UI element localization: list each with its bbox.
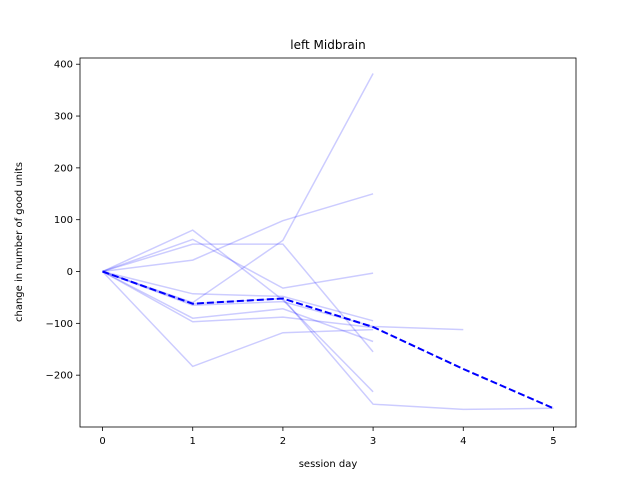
- series-line-3: [102, 193, 374, 273]
- x-tick-label: 5: [550, 436, 556, 447]
- y-tick-label: 100: [54, 215, 73, 226]
- y-axis-ticks: −200 −100 0 100 200 300 400: [46, 60, 80, 382]
- series-line-1: [102, 229, 374, 393]
- x-tick-label: 2: [280, 436, 286, 447]
- y-tick-label: 400: [54, 60, 73, 71]
- y-tick-label: 300: [54, 112, 73, 123]
- y-tick-label: −100: [46, 319, 73, 330]
- plot-frame: [79, 57, 577, 428]
- y-tick-label: −200: [46, 371, 73, 382]
- y-axis-label: change in number of good units: [14, 162, 25, 322]
- chart-title: left Midbrain: [290, 38, 365, 52]
- x-axis-ticks: 0 1 2 3 4 5: [99, 427, 557, 447]
- series-line-4: [102, 73, 374, 304]
- x-tick-label: 1: [190, 436, 196, 447]
- series-line-mean: [102, 270, 554, 410]
- series-line-5: [102, 238, 374, 289]
- x-tick-label: 4: [460, 436, 466, 447]
- series-line-7: [102, 270, 374, 343]
- series-line-6: [102, 270, 374, 322]
- x-tick-label: 3: [370, 436, 376, 447]
- y-tick-label: 0: [67, 267, 73, 278]
- series-line-2: [102, 243, 374, 353]
- series-line-11: [102, 270, 554, 411]
- series-line-8: [102, 270, 374, 329]
- plot-lines: [101, 73, 554, 411]
- x-tick-label: 0: [99, 436, 105, 447]
- y-tick-label: 200: [54, 163, 73, 174]
- series-line-9: [101, 270, 374, 368]
- x-axis-label: session day: [299, 459, 358, 470]
